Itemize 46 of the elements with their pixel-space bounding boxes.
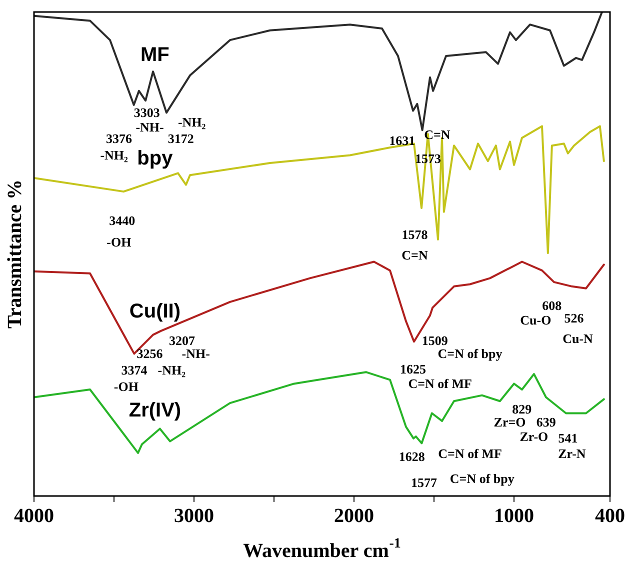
annotation: 3256 <box>136 346 164 362</box>
annotation: 3374 <box>121 362 148 378</box>
annotation: 3172 <box>168 131 194 146</box>
x-tick-label: 1000 <box>494 505 534 528</box>
annotation: Cu-N <box>562 331 594 346</box>
x-tick-label: 2000 <box>334 505 374 528</box>
annotation: Cu-O <box>520 312 552 328</box>
annotation: Zr=O <box>494 414 526 430</box>
annotation: -NH₂ <box>158 362 186 378</box>
series-label: Cu(II) <box>129 300 181 322</box>
annotation: -OH <box>106 234 132 250</box>
annotation: -NH₂ <box>178 114 206 130</box>
x-tick-label: 4000 <box>14 505 54 528</box>
annotation: 3207 <box>169 332 196 348</box>
annotation: C=N <box>402 247 428 262</box>
annotation: 1625 <box>400 362 427 377</box>
annotation: 829 <box>512 402 532 417</box>
annotation: 1509 <box>422 332 448 348</box>
annotation: -NH- <box>182 346 210 362</box>
annotation: C=N of bpy <box>450 470 515 486</box>
annotation: C=N of MF <box>438 446 502 462</box>
annotation: 3376 <box>106 131 132 146</box>
annotation: Zr-O <box>520 428 548 444</box>
annotation: -NH₂ <box>100 148 128 163</box>
annotation: 526 <box>564 310 584 326</box>
annotation: 541 <box>558 430 578 446</box>
annotation: -OH <box>114 378 138 394</box>
y-axis-title: Transmittance % <box>4 179 26 329</box>
annotation: 3440 <box>109 212 136 228</box>
annotation: 608 <box>542 298 562 314</box>
series-label: bpy <box>137 147 174 170</box>
series-label: MF <box>140 44 170 66</box>
annotation: 639 <box>536 414 556 430</box>
annotation: Zr-N <box>558 446 586 462</box>
annotation: C=N of MF <box>408 376 472 392</box>
series-label: Zr(IV) <box>128 400 182 422</box>
annotation: C=N of bpy <box>438 346 503 362</box>
x-tick-label: 3000 <box>174 505 214 528</box>
x-tick-label: 400 <box>595 505 625 528</box>
annotation: 1631 <box>389 133 416 148</box>
annotation: 1628 <box>398 449 426 464</box>
annotation: 1577 <box>410 474 438 490</box>
annotation: 3303 <box>134 105 160 120</box>
annotation: C=N <box>424 126 451 142</box>
annotation: -NH- <box>136 120 164 135</box>
annotation: 1578 <box>402 226 428 242</box>
